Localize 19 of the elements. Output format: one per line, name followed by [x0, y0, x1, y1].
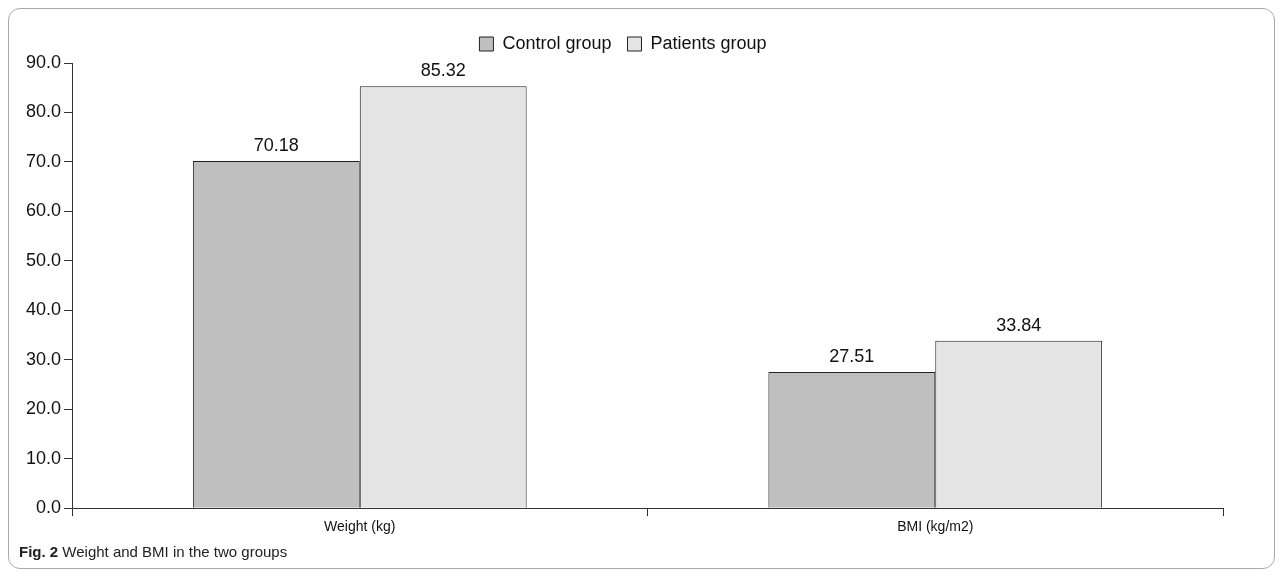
y-tick-label: 60.0 [25, 200, 62, 221]
x-tick-label: BMI (kg/m2) [897, 518, 974, 535]
y-tick-label: 40.0 [25, 299, 62, 320]
data-label: 85.32 [420, 60, 466, 81]
y-tick-label: 90.0 [25, 51, 62, 72]
data-label: 27.51 [829, 346, 875, 367]
legend-label: Patients group [650, 32, 767, 53]
y-tick-label: 20.0 [25, 398, 62, 419]
y-tick-label: 10.0 [25, 447, 62, 468]
y-tick-label: 80.0 [25, 101, 62, 122]
y-tick-label: 70.0 [25, 150, 62, 171]
legend-label: Control group [502, 32, 612, 53]
caption: Fig. 2 Weight and BMI in the two groups [19, 543, 288, 560]
data-label: 33.84 [996, 314, 1042, 335]
x-tick-label: Weight (kg) [324, 518, 396, 535]
data-label: 70.18 [253, 135, 299, 156]
y-tick-label: 30.0 [25, 348, 62, 369]
y-tick-label: 0.0 [36, 497, 62, 518]
y-tick-label: 50.0 [25, 249, 62, 270]
